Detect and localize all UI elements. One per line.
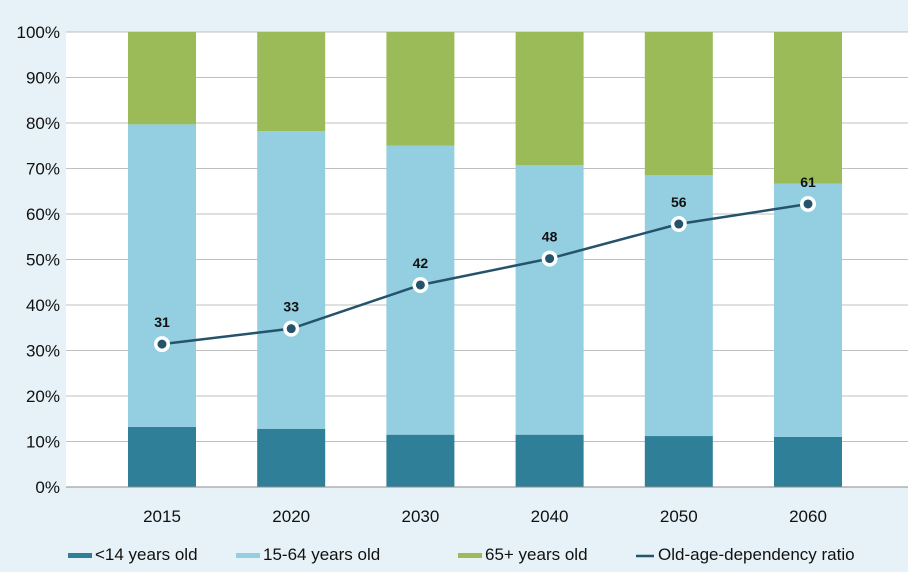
legend-swatch — [458, 553, 482, 558]
bar-segment — [257, 131, 326, 429]
data-label: 48 — [542, 229, 558, 245]
bar-segment — [128, 426, 196, 487]
bar-segment — [774, 183, 842, 437]
bar-segment — [257, 32, 326, 132]
legend-label: Old-age-dependency ratio — [658, 545, 855, 564]
x-tick-label: 2030 — [401, 507, 439, 526]
data-label: 31 — [154, 314, 170, 330]
y-tick-label: 0% — [35, 478, 60, 497]
y-tick-label: 100% — [17, 23, 60, 42]
x-tick-label: 2015 — [143, 507, 181, 526]
y-tick-label: 60% — [26, 205, 60, 224]
data-label: 33 — [283, 299, 299, 315]
bar-segment — [774, 32, 842, 184]
line-marker — [674, 219, 684, 229]
line-path — [161, 202, 809, 346]
x-axis: 2015 2020 2030 2040 2050 2060 — [143, 507, 827, 526]
bar-segment — [644, 32, 713, 176]
bar-segment — [515, 434, 584, 487]
bar-segment — [774, 436, 842, 487]
legend-label: 15-64 years old — [263, 545, 380, 564]
y-tick-label: 20% — [26, 387, 60, 406]
x-tick-label: 2020 — [272, 507, 310, 526]
bar-segment — [257, 428, 326, 487]
dependency-ratio-line: 31 33 42 48 56 61 — [154, 174, 816, 353]
bar-segment — [644, 175, 713, 437]
y-axis: 0% 10% 20% 30% 40% 50% 60% 70% 80% 90% 100% — [17, 23, 60, 497]
legend: <14 years old 15-64 years old 65+ years ol… — [68, 545, 855, 564]
line-marker — [286, 324, 296, 334]
line-marker — [415, 280, 425, 290]
y-tick-label: 40% — [26, 296, 60, 315]
line-marker — [803, 199, 813, 209]
line-marker — [545, 254, 555, 264]
bar-segment — [386, 434, 455, 487]
bar-segment — [515, 165, 584, 435]
legend-label: 65+ years old — [485, 545, 588, 564]
data-label: 42 — [413, 255, 429, 271]
y-tick-label: 70% — [26, 160, 60, 179]
x-tick-label: 2050 — [660, 507, 698, 526]
line-marker — [157, 339, 167, 349]
bars — [128, 32, 842, 487]
y-tick-label: 30% — [26, 342, 60, 361]
y-tick-label: 90% — [26, 69, 60, 88]
x-tick-label: 2060 — [789, 507, 827, 526]
bar-segment — [386, 32, 455, 146]
x-tick-label: 2040 — [531, 507, 569, 526]
data-label: 56 — [671, 194, 687, 210]
gridlines — [66, 31, 908, 442]
y-tick-label: 10% — [26, 433, 60, 452]
legend-swatch — [236, 553, 260, 558]
bar-segment — [515, 32, 584, 166]
y-tick-label: 50% — [26, 251, 60, 270]
y-tick-label: 80% — [26, 114, 60, 133]
bar-segment — [128, 32, 196, 125]
legend-label: <14 years old — [95, 545, 198, 564]
bar-segment — [128, 124, 196, 427]
legend-swatch — [68, 553, 92, 558]
bar-segment — [644, 436, 713, 487]
data-label: 61 — [800, 174, 816, 190]
